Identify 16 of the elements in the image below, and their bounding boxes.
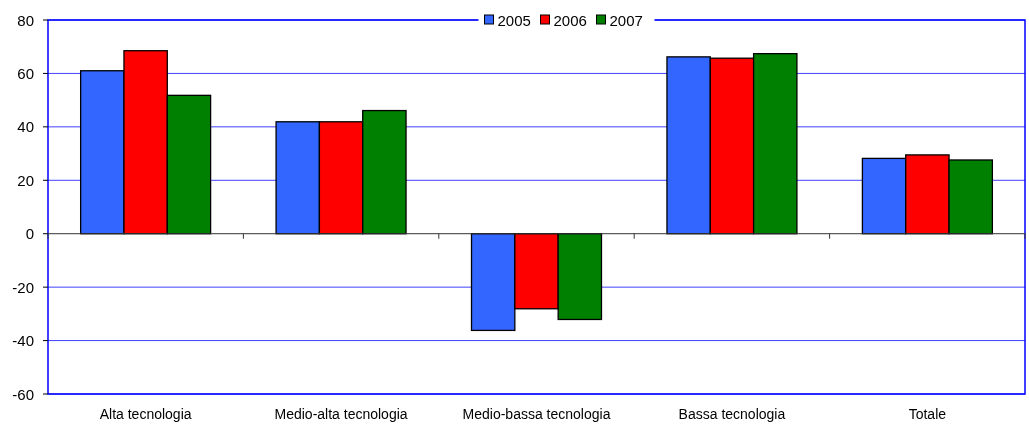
y-tick-label: 60 [17,64,34,82]
y-tick-label: 0 [25,225,34,243]
x-tick-label: Medio-bassa tecnologia [462,406,611,422]
y-tick-label: -60 [12,385,34,403]
legend-label: 2007 [609,11,643,29]
y-tick-label: -40 [12,332,34,350]
legend-label: 2006 [553,11,587,29]
y-tick-label: 20 [17,171,34,189]
x-tick-label: Medio-alta tecnologia [274,406,408,422]
x-tick-label: Bassa tecnologia [678,406,786,422]
y-tick-label: 80 [17,11,34,29]
y-tick-label: -20 [12,278,34,296]
x-tick-label: Totale [908,406,947,422]
y-tick-label: 40 [17,118,34,136]
x-tick-label: Alta tecnologia [99,406,192,422]
legend-label: 2005 [497,11,531,29]
